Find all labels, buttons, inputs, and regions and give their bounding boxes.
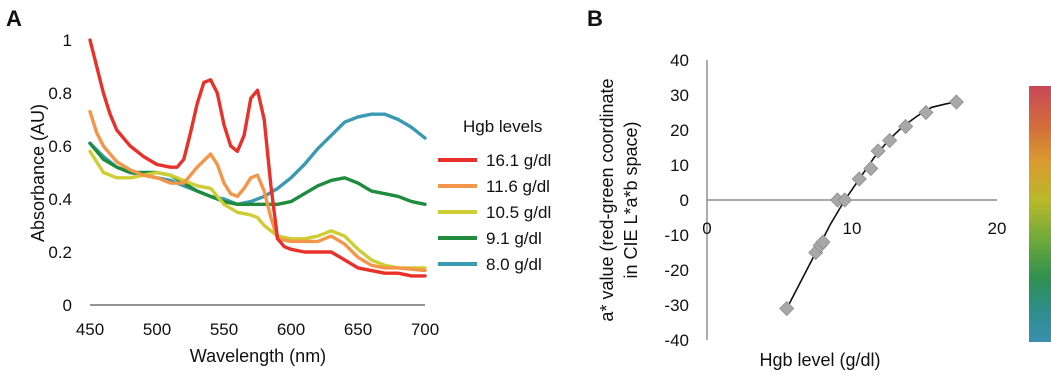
y-tick-label: 30 — [670, 86, 689, 105]
series-line-10-5-g-dl — [88, 149, 427, 270]
y-tick-label: 40 — [670, 51, 689, 70]
legend-label: 8.0 g/dl — [486, 255, 542, 274]
y-tick-label: 0.6 — [48, 137, 72, 156]
x-tick-label: 10 — [843, 219, 862, 238]
legend-label: 10.5 g/dl — [486, 203, 551, 222]
panel-a-y-tick-labels: 0 0.2 0.4 0.6 0.8 1 — [48, 31, 72, 315]
data-point — [898, 118, 914, 135]
panel-b-y-tick-labels: -40 -30 -20 -10 0 10 20 30 40 — [664, 51, 689, 350]
y-tick-label: 0 — [680, 191, 689, 210]
panel-a-y-axis-title: Absorbance (AU) — [28, 104, 48, 242]
series-line-11-6-g-dl — [88, 109, 427, 273]
panel-b-trendline — [786, 101, 957, 309]
panel-a: A 450 500 550 600 650 700 0 0.2 0.4 0.6 0.8 1 Wave… — [6, 6, 551, 366]
x-tick-label: 600 — [277, 320, 305, 339]
y-tick-label: -10 — [664, 226, 689, 245]
panel-a-x-tick-labels: 450 500 550 600 650 700 — [76, 320, 439, 339]
panel-b-x-tick-labels: 0 10 20 — [702, 219, 1006, 238]
panel-b: B 0 10 20 -40 -30 -20 -10 0 10 20 30 40 Hgb level … — [587, 6, 1051, 370]
panel-a-x-axis-title: Wavelength (nm) — [190, 346, 326, 366]
y-tick-label: -20 — [664, 261, 689, 280]
y-tick-label: 0.2 — [48, 243, 72, 262]
x-tick-label: 700 — [411, 320, 439, 339]
color-scale-bar — [1029, 86, 1051, 342]
data-point — [779, 300, 795, 317]
x-tick-label: 450 — [76, 320, 104, 339]
data-point — [882, 132, 898, 149]
y-tick-label: 0 — [63, 296, 72, 315]
y-tick-label: -30 — [664, 296, 689, 315]
data-point — [948, 94, 964, 110]
y-tick-label: 0.8 — [48, 84, 72, 103]
panel-b-letter: B — [587, 6, 603, 31]
panel-b-data-points — [779, 94, 964, 317]
panel-a-legend: Hgb levels 16.1 g/dl 11.6 g/dl 10.5 g/dl 9.… — [438, 117, 551, 274]
panel-b-y-axis-title-line-1: a* value (red-green coordinate — [597, 78, 617, 321]
legend-label: 9.1 g/dl — [486, 229, 542, 248]
legend-label: 11.6 g/dl — [486, 177, 550, 196]
data-point — [851, 171, 867, 187]
data-point — [870, 143, 886, 159]
panel-b-y-axis-title-line-2: in CIE L*a*b space) — [621, 121, 641, 278]
x-tick-label: 500 — [143, 320, 171, 339]
panel-a-letter: A — [6, 6, 22, 31]
legend-label: 16.1 g/dl — [486, 151, 551, 170]
x-tick-label: 20 — [988, 219, 1007, 238]
y-tick-label: 10 — [670, 156, 689, 175]
series-line-16-1-g-dl — [88, 38, 427, 278]
legend-title: Hgb levels — [463, 117, 542, 136]
y-tick-label: 20 — [670, 121, 689, 140]
x-tick-label: 650 — [344, 320, 372, 339]
panel-a-series-lines — [88, 38, 427, 278]
data-point — [918, 104, 934, 121]
y-tick-label: 0.4 — [48, 190, 72, 209]
data-point — [837, 192, 853, 208]
x-tick-label: 0 — [702, 219, 711, 238]
y-tick-label: 1 — [63, 31, 72, 50]
x-tick-label: 550 — [210, 320, 238, 339]
y-tick-label: -40 — [664, 331, 689, 350]
data-point — [815, 234, 831, 250]
data-point — [863, 160, 879, 177]
series-line-9-1-g-dl — [88, 141, 427, 206]
panel-b-x-axis-title: Hgb level (g/dl) — [759, 350, 880, 370]
